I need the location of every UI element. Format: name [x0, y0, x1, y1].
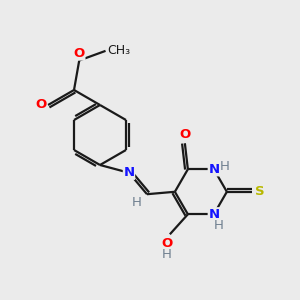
Text: N: N	[208, 208, 219, 221]
Text: N: N	[123, 166, 134, 179]
Text: N: N	[208, 163, 219, 176]
Text: S: S	[255, 185, 265, 198]
Text: O: O	[35, 98, 47, 112]
Text: O: O	[179, 128, 190, 141]
Text: CH₃: CH₃	[107, 44, 130, 57]
Text: O: O	[74, 47, 85, 60]
Text: H: H	[162, 248, 172, 261]
Text: H: H	[132, 196, 142, 209]
Text: O: O	[161, 237, 172, 250]
Text: H: H	[220, 160, 230, 173]
Text: H: H	[214, 219, 224, 232]
